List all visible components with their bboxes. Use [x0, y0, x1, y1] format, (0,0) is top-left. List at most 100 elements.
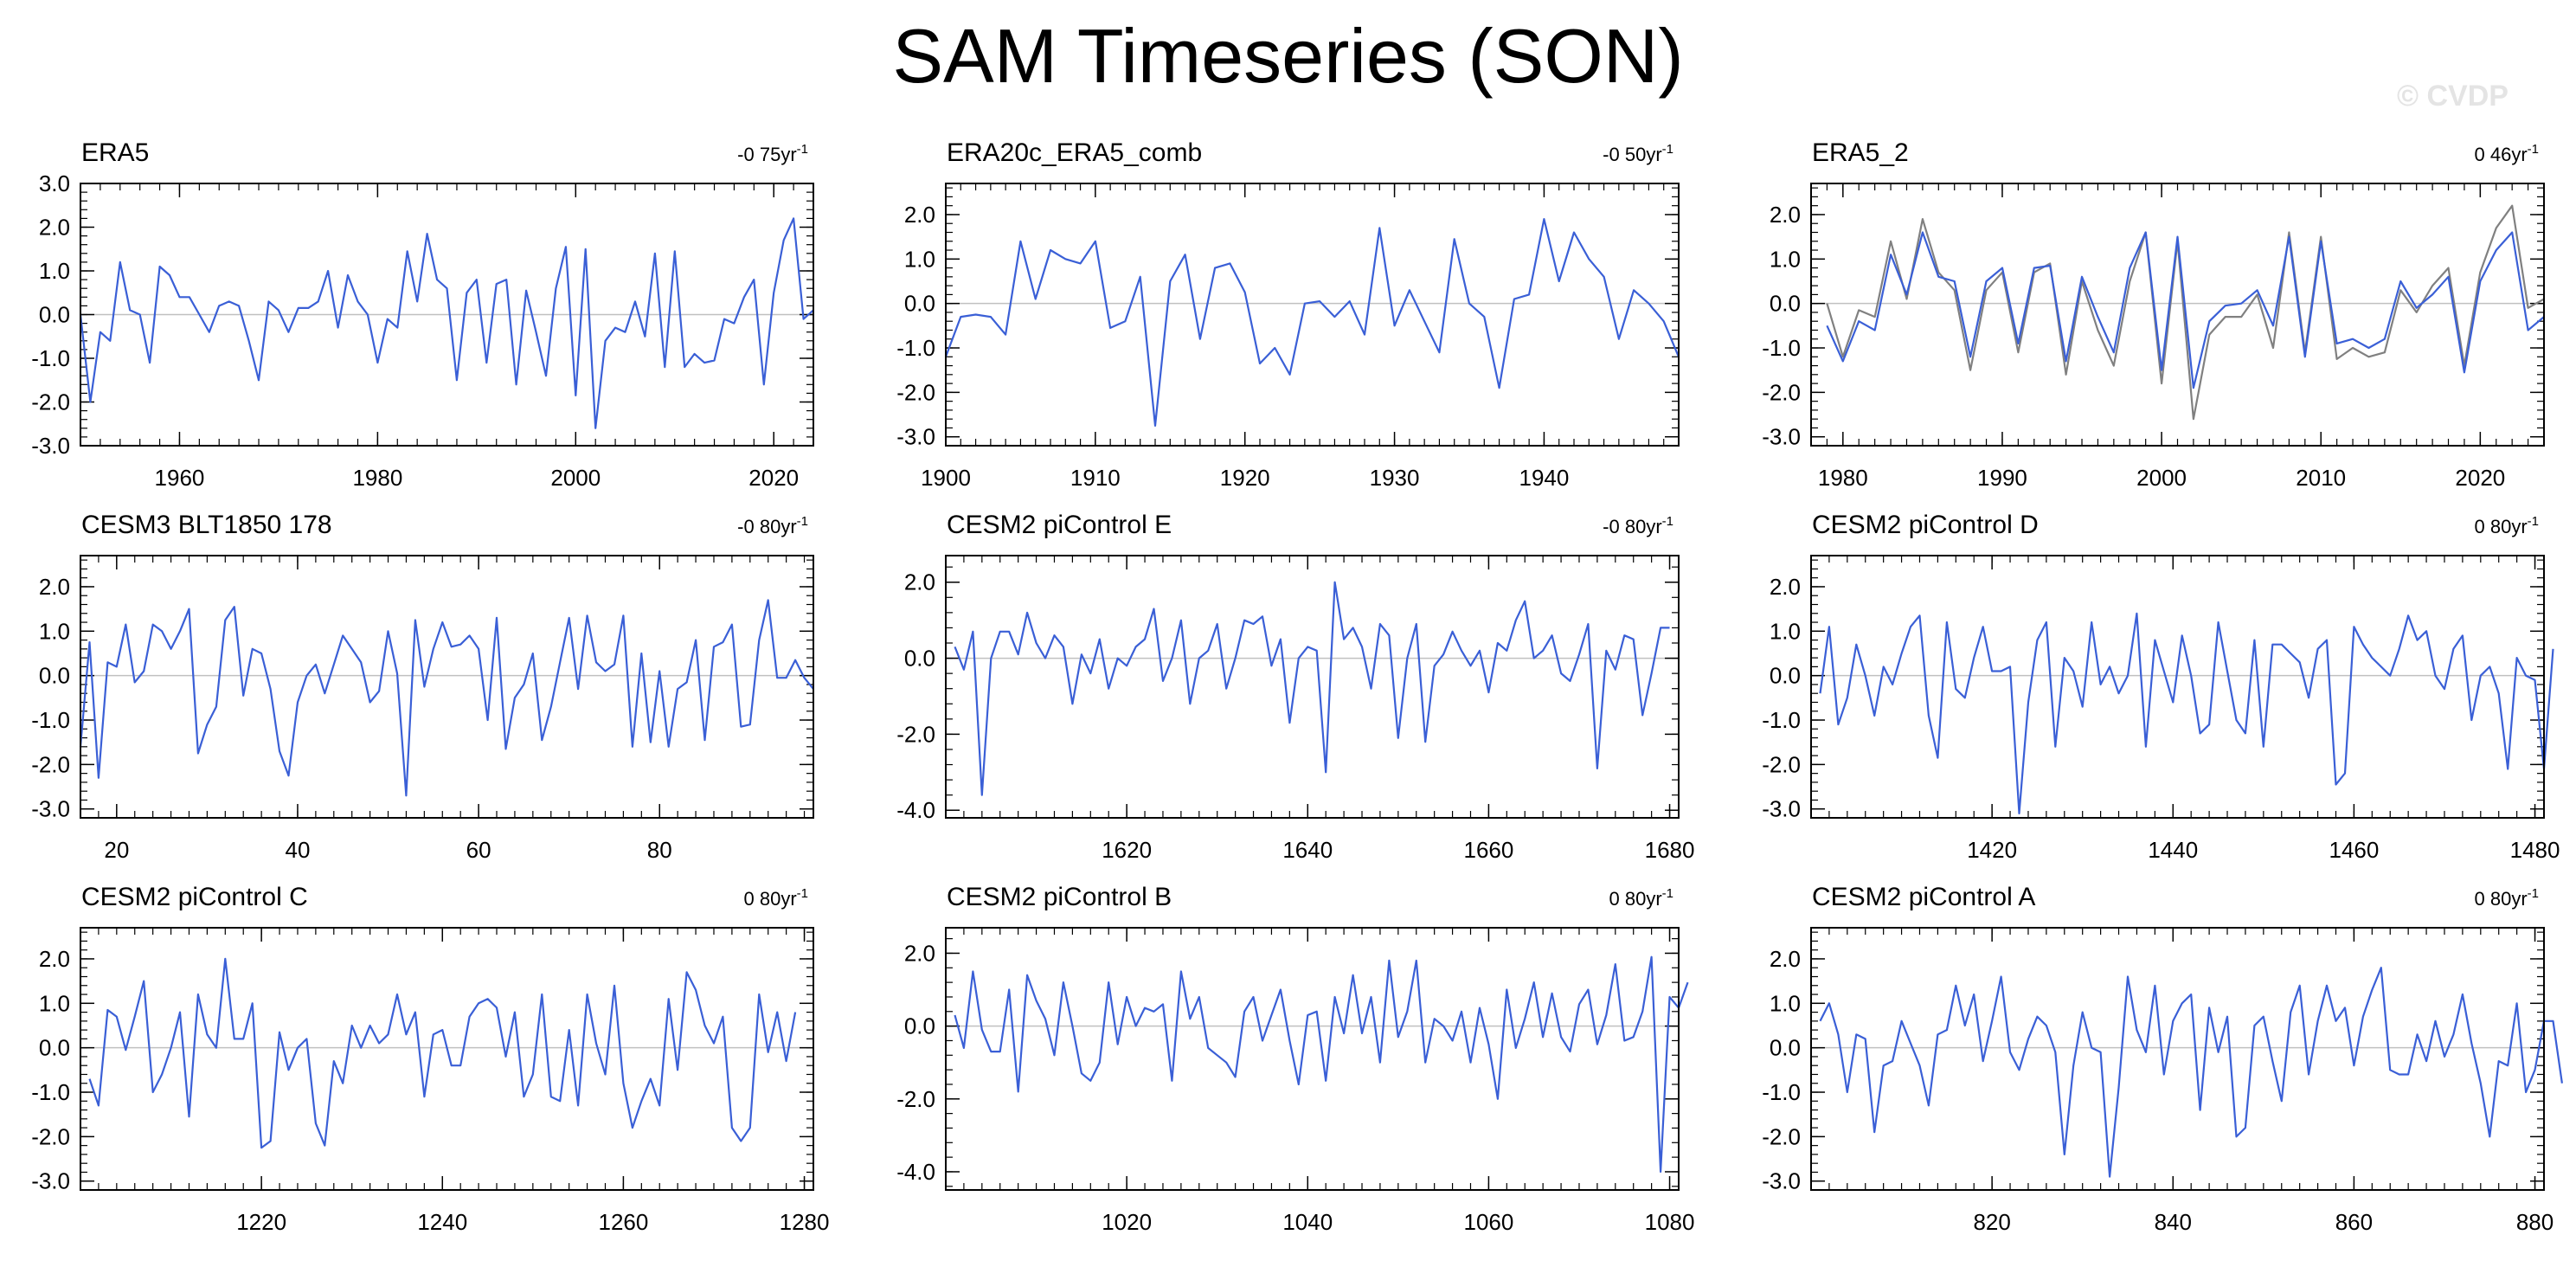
y-tick-label: 2.0	[1770, 574, 1801, 600]
plot-frame	[945, 927, 1680, 1191]
series-line	[1819, 612, 2554, 815]
chart-panel: 1220 1240 1260 1280 -3.0 -2.0 -1.0 0.0 1.0 2.0 CES…	[31, 883, 829, 1235]
y-tick-label: -2.0	[1762, 379, 1801, 405]
x-tick-label: 1990	[1977, 465, 2027, 491]
trend-label: -0 80yr-1	[1603, 514, 1673, 537]
y-tick-label: 2.0	[39, 574, 70, 600]
x-tick-label: 1680	[1645, 837, 1695, 863]
x-tick-label: 1280	[780, 1209, 830, 1235]
chart-panel: 1420 1440 1460 1480 -3.0 -2.0 -1.0 0.0 1.0 2.0 CES…	[1762, 511, 2560, 863]
x-tick-label: 1060	[1463, 1209, 1513, 1235]
y-tick-label: 2.0	[39, 946, 70, 972]
x-tick-label: 1910	[1070, 465, 1121, 491]
x-tick-label: 880	[2516, 1209, 2554, 1235]
y-tick-label: -3.0	[31, 433, 70, 459]
y-tick-label: 0.0	[39, 1035, 70, 1061]
trend-label: 0 80yr-1	[1609, 886, 1674, 910]
y-tick-label: 0.0	[1770, 291, 1801, 317]
x-tick-label: 1260	[598, 1209, 648, 1235]
x-tick-label: 1480	[2510, 837, 2560, 863]
y-tick-label: 1.0	[1770, 246, 1801, 272]
y-tick-label: -2.0	[896, 1086, 935, 1112]
y-tick-label: -1.0	[31, 707, 70, 733]
series-line	[1819, 967, 2563, 1178]
x-tick-label: 2010	[2296, 465, 2346, 491]
page-title: SAM Timeseries (SON)	[892, 13, 1684, 99]
x-tick-label: 1020	[1102, 1209, 1152, 1235]
chart-panel: 1020 1040 1060 1080 -4.0 -2.0 0.0 2.0 CESM2 piCo…	[896, 883, 1694, 1235]
chart-panel: 1960 1980 2000 2020 -3.0 -2.0 -1.0 0.0 1.0 2.0 3.0…	[31, 138, 814, 491]
y-tick-label: 0.0	[39, 663, 70, 689]
trend-unit-superscript: -1	[2528, 142, 2539, 157]
x-tick-label: 80	[647, 837, 672, 863]
series-line	[954, 955, 1689, 1174]
x-tick-label: 1660	[1463, 837, 1513, 863]
panel-title: CESM2 piControl D	[1812, 511, 2039, 539]
trend-unit-superscript: -1	[797, 886, 808, 901]
x-tick-label: 1420	[1967, 837, 2017, 863]
x-tick-label: 860	[2335, 1209, 2373, 1235]
trend-unit-superscript: -1	[1662, 142, 1673, 157]
panel-title: CESM2 piControl A	[1812, 883, 2035, 911]
y-tick-label: 2.0	[39, 215, 70, 241]
comparison-series-line	[1826, 204, 2545, 421]
cvdp-watermark: © CVDP	[2397, 80, 2509, 113]
y-tick-label: -1.0	[1762, 707, 1801, 733]
trend-label: -0 50yr-1	[1603, 142, 1673, 165]
x-tick-label: 1980	[1818, 465, 1868, 491]
panel-title: CESM2 piControl C	[81, 883, 308, 911]
y-tick-label: 0.0	[1770, 663, 1801, 689]
y-tick-label: 0.0	[1770, 1035, 1801, 1061]
x-tick-label: 1980	[352, 465, 402, 491]
y-tick-label: 2.0	[904, 569, 935, 595]
chart-panel: 20 40 60 80 -3.0 -2.0 -1.0 0.0 1.0 2.0 CESM3 BLT18…	[31, 511, 814, 863]
y-tick-label: -3.0	[1762, 424, 1801, 450]
y-tick-label: 3.0	[39, 170, 70, 196]
series-line	[79, 217, 814, 429]
trend-label: -0 75yr-1	[737, 142, 808, 165]
trend-label: 0 46yr-1	[2475, 142, 2540, 165]
series-line	[954, 581, 1670, 796]
x-tick-label: 20	[104, 837, 129, 863]
plot-frame	[1810, 183, 2545, 447]
plot-frame	[1810, 555, 2545, 819]
panel-title: ERA20c_ERA5_comb	[947, 138, 1202, 167]
x-tick-label: 1640	[1282, 837, 1333, 863]
y-tick-label: 1.0	[39, 258, 70, 284]
y-tick-label: -3.0	[31, 1168, 70, 1194]
y-tick-label: 2.0	[904, 940, 935, 966]
plot-frame	[1810, 927, 2545, 1191]
x-tick-label: 1620	[1102, 837, 1152, 863]
y-tick-label: 2.0	[1770, 946, 1801, 972]
y-tick-label: -1.0	[31, 1079, 70, 1105]
x-tick-label: 2020	[748, 465, 799, 491]
y-tick-label: -3.0	[1762, 796, 1801, 822]
trend-label: -0 80yr-1	[737, 514, 808, 537]
y-tick-label: -2.0	[1762, 751, 1801, 777]
y-tick-label: 1.0	[39, 990, 70, 1016]
y-tick-label: -2.0	[31, 751, 70, 777]
x-tick-label: 1040	[1282, 1209, 1333, 1235]
x-tick-label: 1900	[921, 465, 971, 491]
plot-frame	[945, 183, 1680, 447]
trend-label: 0 80yr-1	[744, 886, 809, 910]
y-tick-label: -1.0	[31, 345, 70, 371]
plot-frame	[945, 555, 1680, 819]
chart-panel: 1980 1990 2000 2010 2020 -3.0 -2.0 -1.0 0.0 1.0 2.…	[1762, 138, 2545, 491]
y-tick-label: -2.0	[31, 389, 70, 415]
y-tick-label: 1.0	[904, 246, 935, 272]
x-tick-label: 820	[1973, 1209, 2010, 1235]
y-tick-label: -3.0	[1762, 1168, 1801, 1194]
y-tick-label: -2.0	[1762, 1123, 1801, 1149]
y-tick-label: -1.0	[1762, 1079, 1801, 1105]
chart-panel: 820 840 860 880 -3.0 -2.0 -1.0 0.0 1.0 2.0 CESM2 p…	[1762, 883, 2563, 1235]
y-tick-label: -4.0	[896, 797, 935, 823]
plot-frame	[80, 555, 814, 819]
y-tick-label: 0.0	[39, 302, 70, 328]
panel-title: CESM2 piControl B	[947, 883, 1172, 911]
y-tick-label: -3.0	[31, 796, 70, 822]
y-tick-label: -4.0	[896, 1159, 935, 1185]
trend-unit-superscript: -1	[797, 514, 808, 529]
y-tick-label: -3.0	[896, 424, 935, 450]
x-tick-label: 1220	[236, 1209, 286, 1235]
